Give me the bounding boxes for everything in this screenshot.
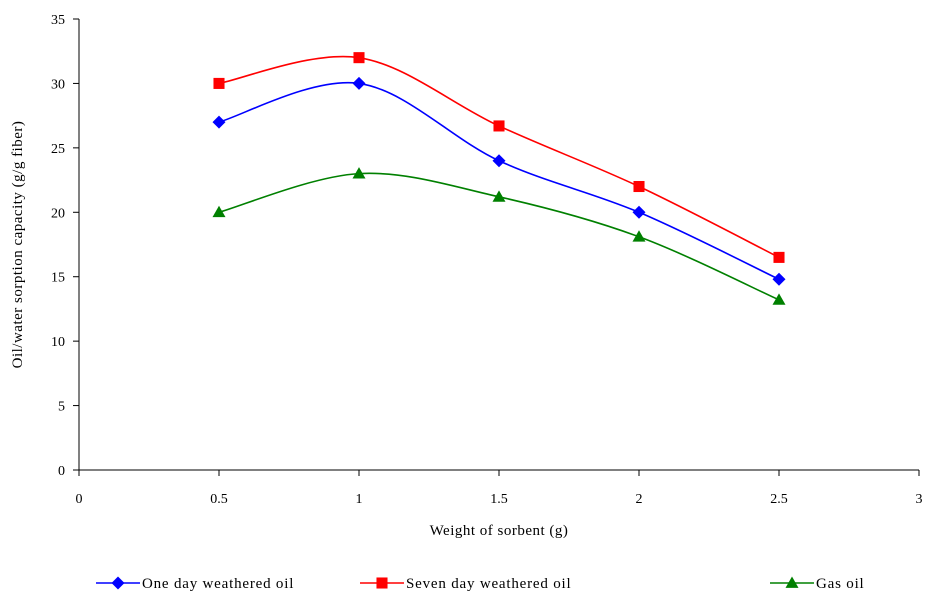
data-point bbox=[213, 77, 225, 89]
legend-marker bbox=[376, 577, 388, 589]
x-tick-label: 1.5 bbox=[490, 492, 508, 507]
data-point bbox=[353, 52, 365, 64]
data-point bbox=[773, 251, 785, 263]
data-point bbox=[632, 205, 646, 219]
y-tick-label: 30 bbox=[51, 77, 65, 92]
x-tick-label: 1 bbox=[356, 492, 363, 507]
x-tick-label: 3 bbox=[916, 492, 923, 507]
y-tick-label: 5 bbox=[58, 400, 65, 415]
data-point bbox=[493, 120, 505, 132]
data-point bbox=[352, 76, 366, 90]
data-point bbox=[633, 180, 645, 193]
legend-item-2: Gas oil bbox=[770, 576, 865, 592]
legend-label: One day weathered oil bbox=[142, 576, 294, 592]
legend-marker bbox=[111, 576, 125, 590]
data-point bbox=[492, 154, 506, 168]
data-point bbox=[492, 190, 506, 202]
series-layer bbox=[212, 52, 786, 305]
legend-label: Seven day weathered oil bbox=[406, 576, 571, 592]
data-point bbox=[212, 115, 226, 129]
legend-item-0: One day weathered oil bbox=[96, 576, 294, 592]
data-point bbox=[212, 205, 226, 218]
series-2 bbox=[212, 167, 786, 305]
chart-axes: 0 5 10 15 20 25 30 35 0 0.5 1 1.5 2 2.5 3 bbox=[51, 13, 923, 507]
y-tick-label: 25 bbox=[51, 142, 65, 157]
y-tick-label: 35 bbox=[51, 13, 65, 28]
y-tick-label: 20 bbox=[51, 206, 65, 221]
series-line bbox=[218, 81, 780, 281]
y-tick-label: 0 bbox=[58, 464, 65, 479]
y-axis-title: Oil/water sorption capacity (g/g fiber) bbox=[10, 121, 26, 369]
y-tick-label: 15 bbox=[51, 271, 65, 286]
legend: One day weathered oil Seven day weathered… bbox=[96, 576, 865, 592]
x-tick-label: 2.5 bbox=[770, 492, 788, 507]
legend-item-1: Seven day weathered oil bbox=[360, 576, 571, 592]
data-point bbox=[772, 293, 786, 305]
x-tick-label: 2 bbox=[636, 492, 643, 507]
data-point bbox=[772, 272, 786, 286]
series-0 bbox=[212, 76, 786, 286]
legend-marker bbox=[785, 576, 799, 588]
data-point bbox=[352, 167, 366, 179]
x-tick-label: 0 bbox=[76, 492, 83, 507]
x-axis-title: Weight of sorbent (g) bbox=[430, 523, 569, 539]
legend-label: Gas oil bbox=[816, 576, 865, 592]
y-tick-label: 10 bbox=[51, 335, 65, 350]
x-tick-label: 0.5 bbox=[210, 492, 228, 507]
data-point bbox=[632, 230, 646, 242]
series-1 bbox=[213, 52, 785, 263]
